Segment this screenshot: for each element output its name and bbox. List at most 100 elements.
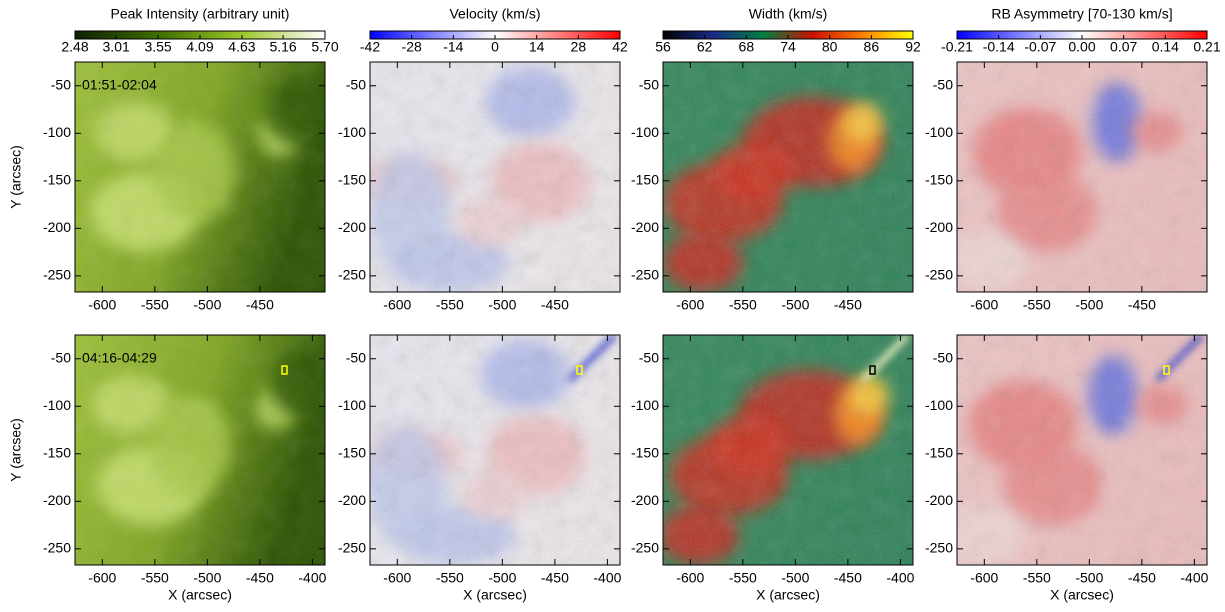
colorbar-tick-label: 92 xyxy=(905,39,921,55)
colorbar-tick-label: 3.55 xyxy=(144,39,171,55)
y-tick-label: -100 xyxy=(925,124,953,140)
colorbar-tick-label: 5.16 xyxy=(269,39,296,55)
x-tick-label: -550 xyxy=(1023,570,1051,586)
x-tick-label: -500 xyxy=(781,570,809,586)
y-tick-label: -200 xyxy=(925,219,953,235)
x-axis-label: X (arcsec) xyxy=(756,587,820,603)
colorbar-title: Width (km/s) xyxy=(749,6,828,22)
y-tick-label: -250 xyxy=(925,540,953,556)
x-tick-label: -450 xyxy=(834,297,862,313)
x-tick-label: -550 xyxy=(729,570,757,586)
region-box xyxy=(281,365,288,375)
x-tick-label: -450 xyxy=(541,297,569,313)
y-tick-label: -200 xyxy=(631,492,659,508)
y-tick-label: -250 xyxy=(43,267,71,283)
y-tick-label: -250 xyxy=(925,267,953,283)
y-tick-label: -200 xyxy=(631,219,659,235)
y-tick-label: -50 xyxy=(639,76,659,92)
colorbar-tick-label: 5.70 xyxy=(311,39,338,55)
colorbar-tick-label: -42 xyxy=(360,39,380,55)
colorbar-tick-label: 0 xyxy=(491,39,499,55)
x-tick-label: -500 xyxy=(193,297,221,313)
y-tick-label: -100 xyxy=(43,397,71,413)
image-panel xyxy=(957,335,1207,565)
colorbar-title: Velocity (km/s) xyxy=(449,6,540,22)
colorbar-tick-label: 2.48 xyxy=(61,39,88,55)
panel-frame xyxy=(369,61,621,293)
colorbar-tick-label: 80 xyxy=(822,39,838,55)
region-box xyxy=(576,365,583,375)
x-tick-label: -450 xyxy=(834,570,862,586)
x-tick-label: -600 xyxy=(676,297,704,313)
image-panel xyxy=(75,62,325,292)
y-tick-label: -150 xyxy=(338,172,366,188)
panel-frame xyxy=(662,334,914,566)
image-grain xyxy=(957,62,1207,292)
panel-frame xyxy=(369,334,621,566)
image-panel xyxy=(663,62,913,292)
colorbar-tick-label: 0.07 xyxy=(1110,39,1137,55)
x-tick-label: -550 xyxy=(141,297,169,313)
y-tick-label: -150 xyxy=(43,172,71,188)
x-axis-label: X (arcsec) xyxy=(1050,587,1114,603)
y-tick-label: -150 xyxy=(631,172,659,188)
panel-frame xyxy=(74,61,326,293)
panel-frame xyxy=(662,61,914,293)
region-box xyxy=(1163,365,1170,375)
x-tick-label: -600 xyxy=(383,297,411,313)
y-tick-label: -200 xyxy=(338,219,366,235)
x-tick-label: -400 xyxy=(298,570,326,586)
x-tick-label: -500 xyxy=(193,570,221,586)
y-axis-label: Y (arcsec) xyxy=(8,145,24,209)
x-axis-label: X (arcsec) xyxy=(168,587,232,603)
colorbar-tick-label: 0.14 xyxy=(1152,39,1179,55)
y-tick-label: -150 xyxy=(338,445,366,461)
y-tick-label: -100 xyxy=(338,397,366,413)
y-tick-label: -150 xyxy=(925,445,953,461)
image-panel xyxy=(75,335,325,565)
x-tick-label: -550 xyxy=(1023,297,1051,313)
y-tick-label: -250 xyxy=(631,267,659,283)
colorbar-tick-label: -14 xyxy=(443,39,463,55)
y-tick-label: -200 xyxy=(43,492,71,508)
x-tick-label: -600 xyxy=(383,570,411,586)
y-tick-label: -50 xyxy=(51,76,71,92)
colorbar-tick-label: -0.14 xyxy=(983,39,1015,55)
y-tick-label: -100 xyxy=(43,124,71,140)
y-tick-label: -100 xyxy=(925,397,953,413)
y-axis-label: Y (arcsec) xyxy=(8,418,24,482)
y-tick-label: -100 xyxy=(631,397,659,413)
x-tick-label: -600 xyxy=(88,570,116,586)
x-tick-label: -600 xyxy=(88,297,116,313)
panel-frame xyxy=(956,61,1208,293)
time-annotation: 04:16-04:29 xyxy=(82,350,157,366)
colorbar-tick-label: 28 xyxy=(571,39,587,55)
region-box xyxy=(869,365,876,375)
x-tick-label: -500 xyxy=(488,570,516,586)
y-tick-label: -50 xyxy=(933,349,953,365)
colorbar-tick-label: 86 xyxy=(864,39,880,55)
y-tick-label: -200 xyxy=(43,219,71,235)
x-tick-label: -400 xyxy=(593,570,621,586)
y-tick-label: -150 xyxy=(631,445,659,461)
panel-frame xyxy=(956,334,1208,566)
x-tick-label: -600 xyxy=(676,570,704,586)
colorbar-tick-label: -0.07 xyxy=(1024,39,1056,55)
colorbar-tick-label: 0.21 xyxy=(1193,39,1220,55)
x-tick-label: -500 xyxy=(1075,297,1103,313)
x-tick-label: -450 xyxy=(1128,570,1156,586)
x-tick-label: -500 xyxy=(781,297,809,313)
colorbar-tick-label: 0.00 xyxy=(1068,39,1095,55)
image-panel xyxy=(370,335,620,565)
image-grain xyxy=(75,62,325,292)
colorbar-title: RB Asymmetry [70-130 km/s] xyxy=(991,6,1172,22)
y-tick-label: -200 xyxy=(925,492,953,508)
colorbar-tick-label: -0.21 xyxy=(941,39,973,55)
image-panel xyxy=(957,62,1207,292)
x-tick-label: -450 xyxy=(246,570,274,586)
y-tick-label: -250 xyxy=(338,540,366,556)
x-tick-label: -400 xyxy=(886,570,914,586)
colorbar-tick-label: 4.09 xyxy=(186,39,213,55)
panel-frame xyxy=(74,334,326,566)
